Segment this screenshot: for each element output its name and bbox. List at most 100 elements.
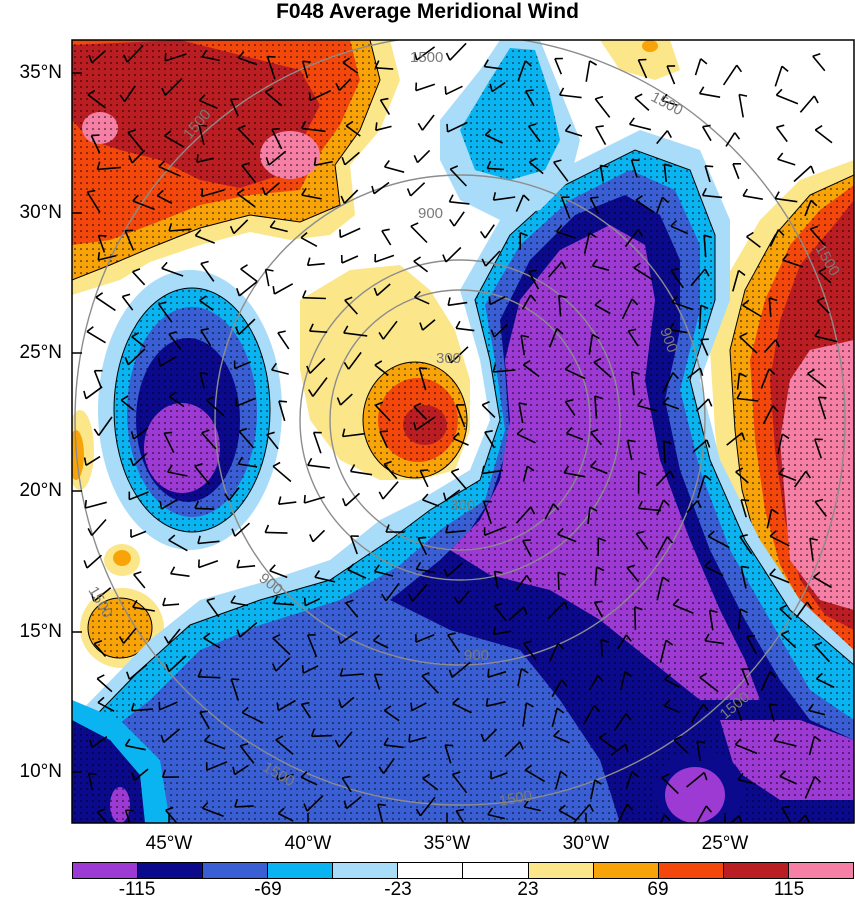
- wind-barb-flag: [86, 326, 94, 333]
- wind-barb: [338, 731, 353, 748]
- wind-barb: [121, 296, 134, 311]
- wind-barb: [729, 815, 740, 823]
- wind-barb-flag: [662, 576, 670, 583]
- wind-barb-flag: [443, 568, 448, 577]
- wind-barb-flag: [520, 668, 529, 674]
- wind-barb: [484, 134, 503, 144]
- wind-barb-flag: [237, 51, 245, 59]
- wind-barb: [268, 150, 287, 166]
- wind-barb-flag: [624, 743, 629, 753]
- wind-barb-flag: [119, 94, 126, 102]
- wind-barb-flag: [525, 89, 534, 92]
- wind-barb: [694, 58, 702, 76]
- wind-barb-flag: [156, 189, 164, 197]
- wind-barb: [625, 771, 633, 789]
- wind-barb: [594, 98, 611, 118]
- wind-barb: [491, 81, 506, 93]
- wind-barb-flag: [769, 297, 778, 302]
- wind-barb: [704, 565, 724, 577]
- wind-barb: [408, 736, 427, 743]
- wind-barb: [799, 95, 815, 113]
- wind-barb: [592, 265, 610, 271]
- wind-barb: [737, 609, 742, 630]
- wind-barb: [768, 298, 772, 317]
- wind-barb: [795, 601, 808, 619]
- wind-barb: [238, 318, 256, 335]
- wind-barb: [168, 395, 185, 408]
- wind-barb-flag: [555, 224, 563, 233]
- wind-barb-flag: [746, 634, 755, 638]
- wind-barb: [416, 568, 435, 574]
- wind-barb: [736, 373, 741, 390]
- wind-barb-flag: [300, 771, 308, 778]
- wind-barb-flag: [739, 534, 748, 538]
- wind-barb: [814, 335, 838, 343]
- wind-barb: [804, 776, 816, 799]
- wind-barb: [661, 99, 679, 107]
- wind-barb: [769, 573, 790, 584]
- wind-barb-flag: [624, 671, 633, 677]
- wind-barb: [234, 805, 254, 808]
- wind-barb-flag: [338, 699, 343, 708]
- wind-barb-flag: [132, 194, 139, 202]
- wind-barb-flag: [774, 339, 781, 348]
- lat-label: 35°N: [19, 62, 62, 83]
- wind-barb-flag: [777, 229, 785, 236]
- wind-barb: [489, 295, 506, 306]
- wind-barb: [522, 364, 540, 378]
- wind-barb: [170, 572, 190, 577]
- wind-barb: [200, 263, 215, 282]
- wind-barb: [515, 574, 528, 591]
- wind-barb-flag: [408, 593, 414, 602]
- wind-barb-flag: [736, 64, 743, 73]
- wind-barb: [589, 197, 600, 215]
- wind-barb-flag: [201, 49, 208, 58]
- wind-barb-flag: [738, 815, 743, 823]
- wind-barb-flag: [778, 467, 785, 475]
- wind-barb-flag: [635, 195, 643, 201]
- wind-barb: [624, 229, 639, 248]
- wind-barb: [373, 674, 381, 690]
- wind-barb: [128, 663, 148, 680]
- wind-barb-flag: [380, 97, 389, 101]
- wind-barb-flag: [199, 124, 208, 127]
- wind-barb-flag: [308, 323, 314, 332]
- wind-barb-flag: [494, 570, 503, 574]
- wind-barb: [240, 268, 258, 283]
- wind-barb-flag: [566, 426, 573, 434]
- wind-barb: [202, 807, 224, 818]
- colorbar: [72, 862, 854, 879]
- wind-barb: [760, 671, 771, 691]
- wind-barb-flag: [97, 808, 106, 813]
- wind-barb: [374, 404, 391, 422]
- wind-barb-flag: [636, 530, 645, 535]
- wind-barb: [594, 304, 611, 315]
- wind-barb-flag: [278, 400, 287, 403]
- wind-barb: [809, 228, 827, 248]
- wind-barb-flag: [303, 803, 308, 812]
- wind-barb-flag: [197, 535, 201, 544]
- wind-barb-flag: [781, 630, 790, 636]
- wind-barb-flag: [167, 464, 173, 473]
- wind-barb: [742, 304, 762, 318]
- wind-barb: [522, 465, 529, 482]
- wind-barb-flag: [809, 537, 818, 541]
- wind-barb-flag: [704, 474, 712, 481]
- wind-barb-flag: [818, 396, 827, 399]
- wind-barb: [768, 704, 775, 722]
- wind-barb-flag: [224, 493, 230, 501]
- wind-barb: [301, 194, 322, 200]
- wind-barb: [523, 806, 541, 812]
- wind-barb-flag: [410, 702, 413, 711]
- wind-barb: [638, 507, 662, 512]
- wind-barb-flag: [266, 431, 275, 436]
- wind-barb-flag: [589, 60, 598, 66]
- colorbar-swatch: [203, 863, 269, 878]
- axis-ticks: [72, 72, 726, 823]
- wind-barb-flag: [768, 368, 776, 375]
- wind-barb-flag: [200, 260, 209, 265]
- wind-barb: [448, 301, 468, 307]
- wind-barb: [93, 587, 112, 602]
- wind-barb: [238, 281, 258, 297]
- wind-barb-flag: [741, 432, 746, 441]
